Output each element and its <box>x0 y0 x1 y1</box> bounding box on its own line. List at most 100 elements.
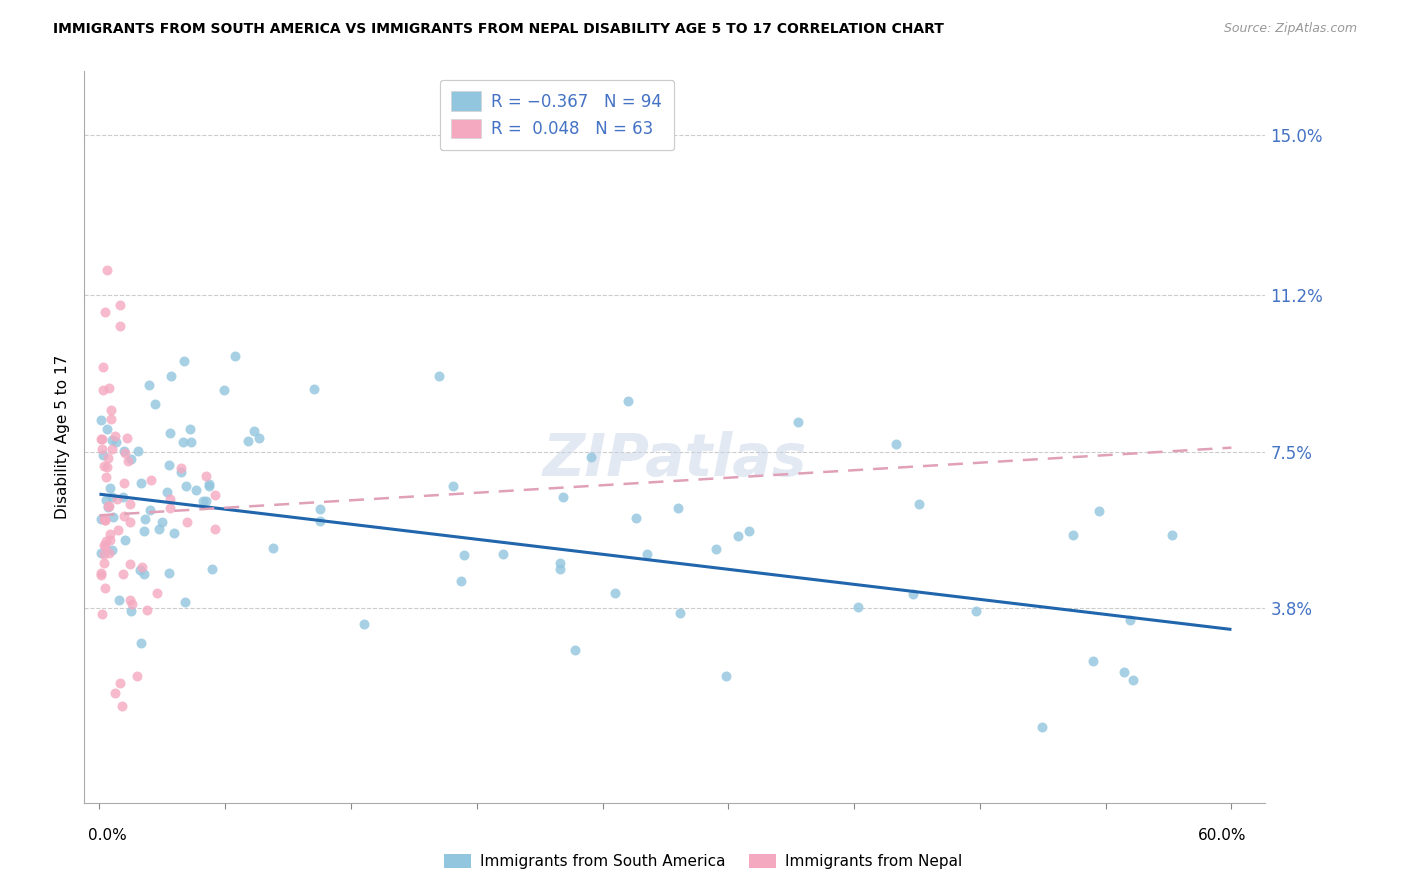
Point <box>94 513 117 527</box>
Point <box>114 444 136 458</box>
Point <box>176 515 198 529</box>
Point <box>134 511 156 525</box>
Point <box>564 643 586 657</box>
Point <box>129 636 152 650</box>
Point <box>96 470 118 484</box>
Point <box>204 488 226 502</box>
Point <box>93 512 115 526</box>
Point <box>118 515 141 529</box>
Point <box>146 586 169 600</box>
Point <box>1122 673 1144 688</box>
Point <box>97 499 120 513</box>
Point <box>108 298 131 312</box>
Point <box>135 603 157 617</box>
Point <box>94 492 117 507</box>
Point <box>91 383 114 397</box>
Point <box>100 411 122 425</box>
Point <box>114 533 136 547</box>
Point <box>441 479 464 493</box>
Point <box>353 617 375 632</box>
Point <box>97 499 120 513</box>
Point <box>91 448 114 462</box>
Point <box>302 382 325 396</box>
Point <box>159 491 181 506</box>
Point <box>453 549 475 563</box>
Point <box>117 454 139 468</box>
Point <box>120 497 142 511</box>
Point <box>93 459 115 474</box>
Point <box>90 432 112 446</box>
Point <box>156 485 179 500</box>
Point <box>90 442 112 456</box>
Point <box>195 469 218 483</box>
Point <box>96 263 118 277</box>
Point <box>1161 528 1184 542</box>
Point <box>101 543 124 558</box>
Point <box>94 305 117 319</box>
Point <box>636 547 658 561</box>
Point <box>96 459 118 474</box>
Point <box>111 698 134 713</box>
Point <box>96 451 118 466</box>
Point <box>903 587 925 601</box>
Point <box>1031 720 1053 734</box>
Point <box>309 514 332 528</box>
Point <box>603 586 626 600</box>
Point <box>159 425 181 440</box>
Point <box>96 422 118 436</box>
Point <box>846 600 869 615</box>
Point <box>179 421 201 435</box>
Point <box>198 477 221 491</box>
Point <box>94 513 117 527</box>
Point <box>90 566 112 581</box>
Point <box>159 458 181 472</box>
Point <box>108 592 131 607</box>
Point <box>111 491 134 505</box>
Point <box>738 524 761 539</box>
Text: IMMIGRANTS FROM SOUTH AMERICA VS IMMIGRANTS FROM NEPAL DISABILITY AGE 5 TO 17 CO: IMMIGRANTS FROM SOUTH AMERICA VS IMMIGRA… <box>53 22 945 37</box>
Point <box>111 567 134 582</box>
Point <box>141 473 163 487</box>
Point <box>94 539 117 553</box>
Point <box>170 461 193 475</box>
Point <box>247 432 270 446</box>
Point <box>427 368 450 383</box>
Point <box>138 377 160 392</box>
Point <box>131 559 153 574</box>
Point <box>96 534 118 549</box>
Point <box>103 510 125 524</box>
Point <box>174 595 197 609</box>
Point <box>120 604 142 618</box>
Point <box>727 528 749 542</box>
Point <box>204 522 226 536</box>
Point <box>224 349 246 363</box>
Point <box>908 497 931 511</box>
Point <box>170 465 193 479</box>
Point <box>786 415 808 429</box>
Point <box>669 606 692 620</box>
Point <box>98 533 121 548</box>
Text: Source: ZipAtlas.com: Source: ZipAtlas.com <box>1223 22 1357 36</box>
Point <box>163 525 186 540</box>
Legend: R = −0.367   N = 94, R =  0.048   N = 63: R = −0.367 N = 94, R = 0.048 N = 63 <box>440 79 673 150</box>
Point <box>104 429 127 443</box>
Point <box>112 475 135 490</box>
Point <box>101 442 124 457</box>
Point <box>104 435 127 450</box>
Point <box>90 546 112 560</box>
Point <box>148 522 170 536</box>
Point <box>450 574 472 589</box>
Point <box>101 433 124 447</box>
Point <box>114 445 136 459</box>
Point <box>100 490 122 504</box>
Point <box>201 562 224 576</box>
Point <box>194 494 217 508</box>
Point <box>492 547 515 561</box>
Point <box>262 541 284 556</box>
Point <box>90 412 112 426</box>
Point <box>110 675 132 690</box>
Point <box>238 434 260 449</box>
Point <box>132 566 155 581</box>
Point <box>553 490 575 504</box>
Point <box>108 319 131 334</box>
